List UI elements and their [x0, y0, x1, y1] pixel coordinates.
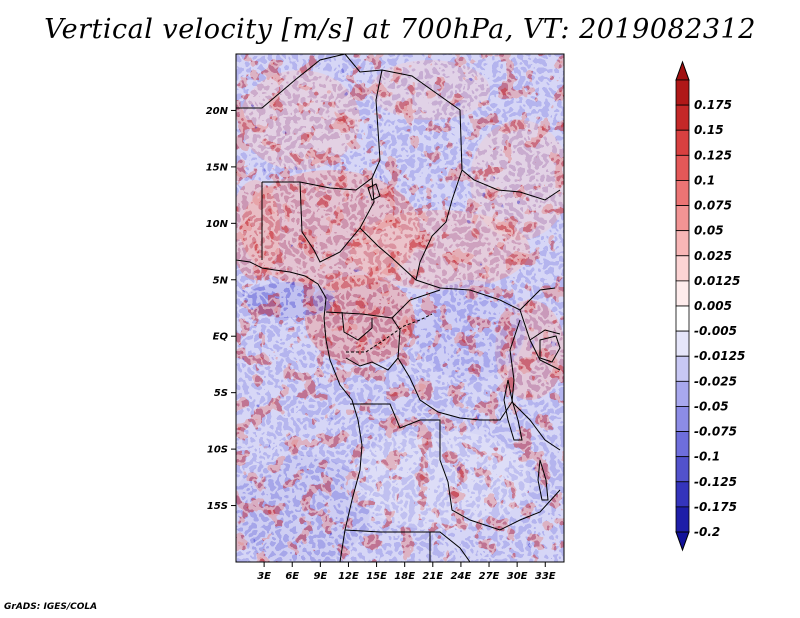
lat-tick-label: 10S: [207, 445, 228, 456]
colorbar-label: 0.1: [694, 173, 715, 187]
colorbar-swatch: [675, 154, 690, 181]
lon-tick-label: 24E: [451, 571, 472, 582]
colorbar-swatch: [675, 255, 690, 282]
border-gabon: [341, 311, 373, 341]
border-sahara-north: [236, 54, 463, 171]
colorbar-swatch: [675, 305, 690, 332]
colorbar-label: -0.025: [694, 374, 737, 388]
colorbar-label: 0.05: [694, 224, 724, 238]
colorbar-swatch: [675, 380, 690, 407]
colorbar-swatch: [675, 506, 690, 533]
lon-tick-label: 12E: [338, 571, 359, 582]
colorbar-label: -0.075: [694, 425, 737, 439]
colorbar-label: -0.125: [694, 475, 737, 489]
colorbar-swatch: [675, 230, 690, 257]
colorbar-swatch: [675, 481, 690, 508]
colorbar-swatch: [675, 456, 690, 483]
colorbar-swatch: [675, 355, 690, 382]
colorbar-swatch: [675, 431, 690, 458]
colorbar-label: 0.005: [694, 299, 732, 313]
lat-tick-label: 5S: [214, 388, 228, 399]
congo-river: [346, 313, 433, 353]
colorbar-label: 0.075: [694, 199, 732, 213]
lake-victoria: [539, 335, 561, 363]
lon-tick-label: 6E: [285, 571, 299, 582]
border-angola: [350, 403, 561, 531]
border-car: [359, 227, 556, 311]
border-drc: [391, 289, 521, 421]
lat-tick-label: EQ: [213, 332, 229, 343]
colorbar-swatch: [675, 205, 690, 232]
border-nigeria: [261, 177, 375, 263]
colorbar-label: -0.05: [694, 399, 729, 413]
colorbar-label: 0.175: [694, 98, 732, 112]
colorbar-top-arrow: [675, 60, 690, 81]
boundaries: [236, 54, 561, 562]
border-namibia-botswana: [344, 529, 471, 562]
colorbar-swatch: [675, 330, 690, 357]
colorbar-swatch: [675, 79, 690, 106]
colorbar-swatch: [675, 280, 690, 307]
coastline-west-africa: [236, 259, 363, 562]
lon-tick-label: 15E: [366, 571, 387, 582]
colorbar-label: -0.175: [694, 500, 737, 514]
lake-malawi: [537, 459, 549, 501]
lat-tick-label: 15N: [206, 162, 229, 173]
lon-tick-label: 9E: [313, 571, 327, 582]
lat-tick-label: 20N: [206, 106, 229, 117]
lat-tick-label: 5N: [213, 275, 229, 286]
lat-tick-label: 15S: [207, 501, 228, 512]
colorbar-swatch: [675, 406, 690, 432]
colorbar-label: -0.0125: [694, 349, 745, 363]
lat-tick-label: 10N: [206, 219, 229, 230]
colorbar-label: -0.005: [694, 324, 737, 338]
colorbar-label: 0.025: [694, 249, 732, 263]
grads-credit: GrADS: IGES/COLA: [4, 602, 98, 612]
colorbar-label: 0.0125: [694, 274, 740, 288]
plot-frame: [235, 53, 565, 563]
lon-tick-label: 18E: [394, 571, 415, 582]
colorbar-label: 0.15: [694, 123, 724, 137]
colorbar-label: -0.2: [694, 525, 720, 539]
colorbar-label: -0.1: [694, 450, 720, 464]
colorbar-swatch: [675, 180, 690, 206]
latitude-axis: 20N 15N 10N 5N EQ 5S 10S 15S: [206, 106, 236, 512]
lon-tick-label: 27E: [479, 571, 500, 582]
border-east-africa: [511, 309, 561, 451]
lon-tick-label: 33E: [535, 571, 556, 582]
colorbar-swatch: [675, 104, 690, 131]
colorbar: 0.175 0.15 0.125 0.1 0.075 0.05 0.025 0.0125 0.0…: [675, 60, 745, 552]
map-title: Vertical velocity [m/s] at 700hPa, VT: 2…: [44, 14, 756, 45]
colorbar-bottom-arrow: [675, 531, 690, 552]
lon-tick-label: 3E: [257, 571, 271, 582]
colorbar-swatch: [675, 129, 690, 156]
lon-tick-label: 30E: [507, 571, 528, 582]
velocity-field: [236, 54, 564, 562]
longitude-axis: 3E 6E 9E 12E 15E 18E 21E 24E 27E 30E 33E: [257, 562, 556, 582]
lake-chad: [367, 183, 381, 201]
border-chad-sudan: [415, 169, 561, 281]
lon-tick-label: 21E: [422, 571, 443, 582]
lake-tanganyika: [503, 379, 523, 441]
colorbar-label: 0.125: [694, 148, 732, 162]
